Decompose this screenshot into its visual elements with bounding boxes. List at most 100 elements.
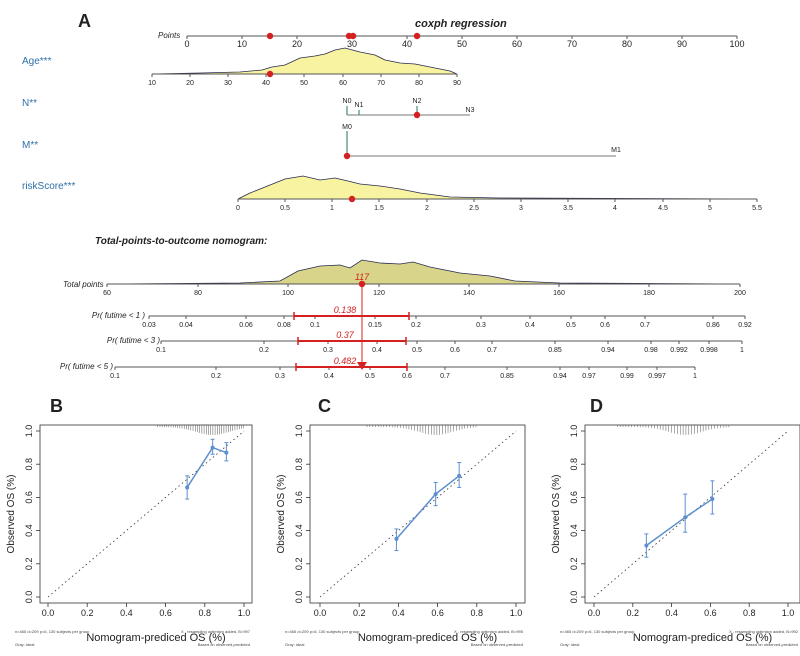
age-density	[151, 47, 458, 75]
calibration-line	[645, 498, 713, 547]
outcome-axis-tick-label: 0.3	[476, 322, 486, 329]
x-tick-label: 0.6	[159, 608, 172, 618]
x-axis-label: Nomogram-prediced OS (%)	[86, 632, 225, 644]
points-axis-tick-label: 60	[512, 39, 522, 49]
n-level-label: N3	[466, 107, 475, 114]
outcome-axis-tick-label: 0.4	[372, 347, 382, 354]
y-tick-label: 0.8	[569, 458, 579, 471]
y-tick-label: 0.2	[294, 558, 304, 571]
age-axis-tick-label: 70	[377, 80, 385, 87]
riskscore-axis-tick-label: 5	[708, 205, 712, 212]
outcome-axis-tick-label: 0.992	[670, 347, 688, 354]
outcome-axis-tick-label: 1	[693, 373, 697, 380]
outcome-axis-tick-label: 0.6	[600, 322, 610, 329]
total-points-value: 117	[355, 272, 370, 282]
total-points-density	[106, 259, 741, 285]
age-axis-tick-label: 60	[339, 80, 347, 87]
nomogram-title: coxph regression	[415, 18, 507, 30]
x-axis-label: Nomogram-prediced OS (%)	[633, 632, 772, 644]
outcome-axis-tick-label: 0.1	[156, 347, 166, 354]
outcome-axis-tick-label: 0.4	[324, 373, 334, 380]
outcome-value: 0.138	[334, 305, 357, 315]
y-tick-label: 0.6	[24, 491, 34, 504]
age-axis-tick-label: 30	[224, 80, 232, 87]
m-dot	[343, 152, 351, 160]
calibration-note: Based on observed-predicted	[198, 642, 250, 647]
x-tick-label: 0.2	[81, 608, 94, 618]
outcome-value: 0.37	[336, 330, 355, 340]
riskscore-dot	[348, 195, 356, 203]
outcome-axis-tick-label: 0.5	[365, 373, 375, 380]
y-axis-label: Observed OS (%)	[6, 475, 17, 554]
x-tick-label: 0.0	[588, 608, 601, 618]
outcome-axis-tick-label: 0.2	[259, 347, 269, 354]
outcome-axis-tick-label: 0.3	[275, 373, 285, 380]
outcome-axis-tick-label: 0.94	[553, 373, 567, 380]
outcome-axis-tick-label: 0.4	[525, 322, 535, 329]
calibration-note: Based on observed-predicted	[746, 642, 798, 647]
riskscore-axis-tick-label: 2	[425, 205, 429, 212]
outcome-label: Pr( futime < 3 )	[107, 336, 160, 345]
panel-label-b: B	[50, 396, 63, 416]
ideal-diagonal-line	[593, 430, 789, 598]
panel-label-d: D	[590, 396, 603, 416]
points-dot	[349, 32, 357, 40]
points-axis-tick-label: 10	[237, 39, 247, 49]
outcome-axis-tick-label: 0.85	[500, 373, 514, 380]
y-axis-label: Observed OS (%)	[551, 475, 562, 554]
outcome-axis-tick-label: 0.98	[644, 347, 658, 354]
points-axis-tick-label: 20	[292, 39, 302, 49]
x-tick-label: 0.4	[120, 608, 133, 618]
x-tick-label: 1.0	[782, 608, 795, 618]
calibration-line	[395, 475, 460, 540]
total-points-axis-tick-label: 140	[463, 290, 475, 297]
riskscore-axis-tick-label: 2.5	[469, 205, 479, 212]
y-tick-label: 1.0	[24, 425, 34, 438]
age-axis-tick-label: 90	[453, 80, 461, 87]
outcome-axis-tick-label: 0.3	[323, 347, 333, 354]
total-nomogram-subtitle: Total-points-to-outcome nomogram:	[95, 236, 267, 247]
calibration-note: n=465 d=209 p=6, 130 subjects per group	[285, 629, 360, 634]
y-tick-label: 0.0	[569, 591, 579, 604]
y-tick-label: 0.0	[294, 591, 304, 604]
riskscore-axis-tick-label: 1.5	[374, 205, 384, 212]
outcome-label: Pr( futime < 5 )	[60, 362, 113, 371]
riskscore-axis-tick-label: 1	[330, 205, 334, 212]
panel-label-c: C	[318, 396, 331, 416]
total-points-axis-tick-label: 200	[734, 290, 746, 297]
total-points-axis-tick-label: 120	[373, 290, 385, 297]
outcome-axis-tick-label: 0.997	[648, 373, 666, 380]
calibration-note: n=465 d=209 p=6, 130 subjects per group	[560, 629, 635, 634]
outcome-axis-tick-label: 0.08	[277, 322, 291, 329]
outcome-axis-tick-label: 0.99	[620, 373, 634, 380]
calibration-note: X - resampling optimism added, B=997	[181, 629, 251, 634]
y-tick-label: 0.2	[24, 558, 34, 571]
variable-label-n: N**	[22, 98, 37, 109]
riskscore-axis-tick-label: 3.5	[563, 205, 573, 212]
outcome-axis-tick-label: 0.86	[706, 322, 720, 329]
y-tick-label: 0.4	[569, 524, 579, 537]
calibration-line	[186, 446, 227, 488]
riskscore-axis-tick-label: 3	[519, 205, 523, 212]
calibration-note: Gray: ideal	[560, 642, 579, 647]
points-dot	[413, 32, 421, 40]
points-dot	[266, 32, 274, 40]
riskscore-axis-tick-label: 4.5	[658, 205, 668, 212]
outcome-axis-tick-label: 1	[740, 347, 744, 354]
outcome-axis-tick-label: 0.998	[700, 347, 718, 354]
x-tick-label: 0.4	[392, 608, 405, 618]
riskscore-density	[237, 175, 758, 200]
y-tick-label: 0.8	[24, 458, 34, 471]
x-tick-label: 1.0	[238, 608, 251, 618]
total-points-axis-tick-label: 80	[194, 290, 202, 297]
riskscore-axis-tick-label: 0.5	[280, 205, 290, 212]
outcome-axis-tick-label: 0.94	[601, 347, 615, 354]
x-tick-label: 0.0	[42, 608, 55, 618]
age-axis-tick-label: 20	[186, 80, 194, 87]
x-tick-label: 0.8	[743, 608, 756, 618]
total-points-axis-tick-label: 60	[103, 290, 111, 297]
riskscore-axis-tick-label: 0	[236, 205, 240, 212]
points-axis-tick-label: 100	[729, 39, 744, 49]
calibration-note: X - resampling optimism added, B=995	[454, 629, 524, 634]
outcome-axis-tick-label: 0.85	[548, 347, 562, 354]
